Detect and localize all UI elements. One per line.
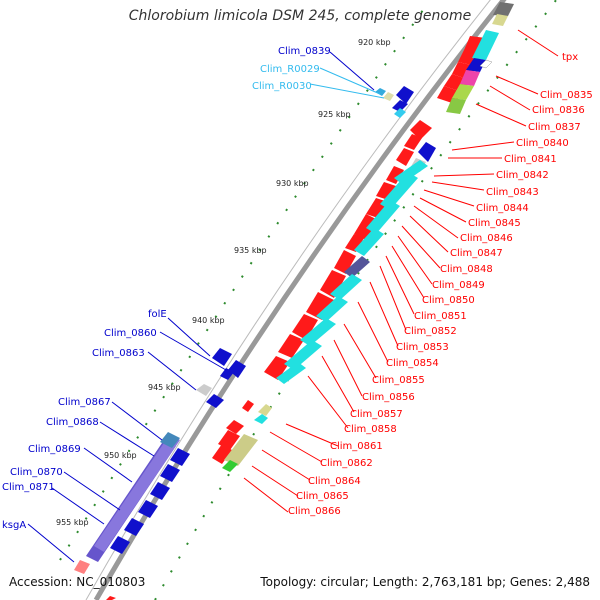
tick-label: 925 kbp bbox=[318, 110, 351, 119]
tick-label: 935 kbp bbox=[234, 246, 267, 255]
gene-cluster-bottom bbox=[74, 432, 190, 600]
gene-label-right: Clim_0862 bbox=[320, 458, 373, 469]
gene-label-right: Clim_0854 bbox=[386, 358, 439, 369]
gene-block bbox=[460, 70, 480, 86]
gene-label-right: tpx bbox=[562, 52, 578, 63]
gene-label-right: Clim_0836 bbox=[532, 105, 585, 116]
left-gene-labels: Clim_0839 Clim_R0029 Clim_R0030 folE Cli… bbox=[2, 46, 331, 531]
gene-label-right: Clim_0850 bbox=[422, 295, 475, 306]
gene-label-left: Clim_0868 bbox=[46, 417, 99, 428]
gene-label-left: Clim_0870 bbox=[10, 467, 63, 478]
gc-dot-track bbox=[59, 0, 558, 600]
gene-label-right: Clim_0857 bbox=[350, 409, 403, 420]
right-gene-labels: tpx Clim_0835 Clim_0836 Clim_0837 Clim_0… bbox=[288, 52, 593, 517]
gene-label-right: Clim_0848 bbox=[440, 264, 493, 275]
gene-label-right: Clim_0861 bbox=[330, 441, 383, 452]
gene-label-left: Clim_0839 bbox=[278, 46, 331, 57]
tick-label: 945 kbp bbox=[148, 383, 181, 392]
gene-cluster-fole bbox=[196, 348, 246, 408]
gene-label-right: Clim_0856 bbox=[362, 392, 415, 403]
gene-cluster-mid bbox=[212, 400, 272, 472]
gene-label-left: Clim_0860 bbox=[104, 328, 157, 339]
gene-label-right: Clim_0845 bbox=[468, 218, 521, 229]
gene-label-right: Clim_0849 bbox=[432, 280, 485, 291]
gene-cluster-center bbox=[264, 120, 436, 384]
gene-label-left: Clim_0871 bbox=[2, 482, 55, 493]
tick-label: 930 kbp bbox=[276, 179, 309, 188]
topology-text: Topology: circular; Length: 2,763,181 bp… bbox=[260, 575, 590, 589]
gene-label-right: Clim_0840 bbox=[516, 138, 569, 149]
gene-label-right: Clim_0837 bbox=[528, 122, 581, 133]
gene-label-right: Clim_0858 bbox=[344, 424, 397, 435]
gene-label-right: Clim_0842 bbox=[496, 170, 549, 181]
gene-label-left: Clim_0863 bbox=[92, 348, 145, 359]
tick-label: 940 kbp bbox=[192, 316, 225, 325]
right-leaders bbox=[243, 29, 559, 513]
gene-label-right: Clim_0851 bbox=[414, 311, 467, 322]
gene-label-right: Clim_0864 bbox=[308, 476, 361, 487]
tick-label: 950 kbp bbox=[104, 451, 137, 460]
map-title: Chlorobium limicola DSM 245, complete ge… bbox=[128, 8, 472, 24]
gene-label-left: ksgA bbox=[2, 520, 26, 531]
gene-label-right: Clim_0866 bbox=[288, 506, 341, 517]
gene-label-right: Clim_0847 bbox=[450, 248, 503, 259]
gene-label-right: Clim_0841 bbox=[504, 154, 557, 165]
accession-text: Accession: NC_010803 bbox=[9, 575, 146, 589]
gene-label-right: Clim_0865 bbox=[296, 491, 349, 502]
kbp-ticks: 920 kbp 925 kbp 930 kbp 935 kbp 940 kbp … bbox=[56, 38, 391, 527]
gene-cluster-925 bbox=[375, 86, 414, 118]
gene-block bbox=[493, 2, 514, 16]
gene-label-left: Clim_R0029 bbox=[260, 64, 320, 75]
gene-cluster-top bbox=[437, 2, 514, 114]
gene-label-right: Clim_0843 bbox=[486, 187, 539, 198]
gene-label-left: folE bbox=[148, 309, 167, 320]
gene-label-right: Clim_0852 bbox=[404, 326, 457, 337]
gene-label-right: Clim_0846 bbox=[460, 233, 513, 244]
left-leaders bbox=[27, 51, 385, 563]
gene-block bbox=[466, 58, 486, 72]
gene-label-left: Clim_0867 bbox=[58, 397, 111, 408]
gene-block bbox=[472, 30, 499, 60]
gene-block bbox=[446, 98, 466, 114]
tick-label: 955 kbp bbox=[56, 518, 89, 527]
gene-block bbox=[452, 84, 474, 100]
gene-label-right: Clim_0844 bbox=[476, 203, 529, 214]
gene-label-left: Clim_0869 bbox=[28, 444, 81, 455]
tick-label: 920 kbp bbox=[358, 38, 391, 47]
gene-label-right: Clim_0853 bbox=[396, 342, 449, 353]
gene-label-right: Clim_0835 bbox=[540, 90, 593, 101]
gene-label-left: Clim_R0030 bbox=[252, 81, 312, 92]
gene-label-right: Clim_0855 bbox=[372, 375, 425, 386]
gene-block bbox=[492, 14, 508, 26]
